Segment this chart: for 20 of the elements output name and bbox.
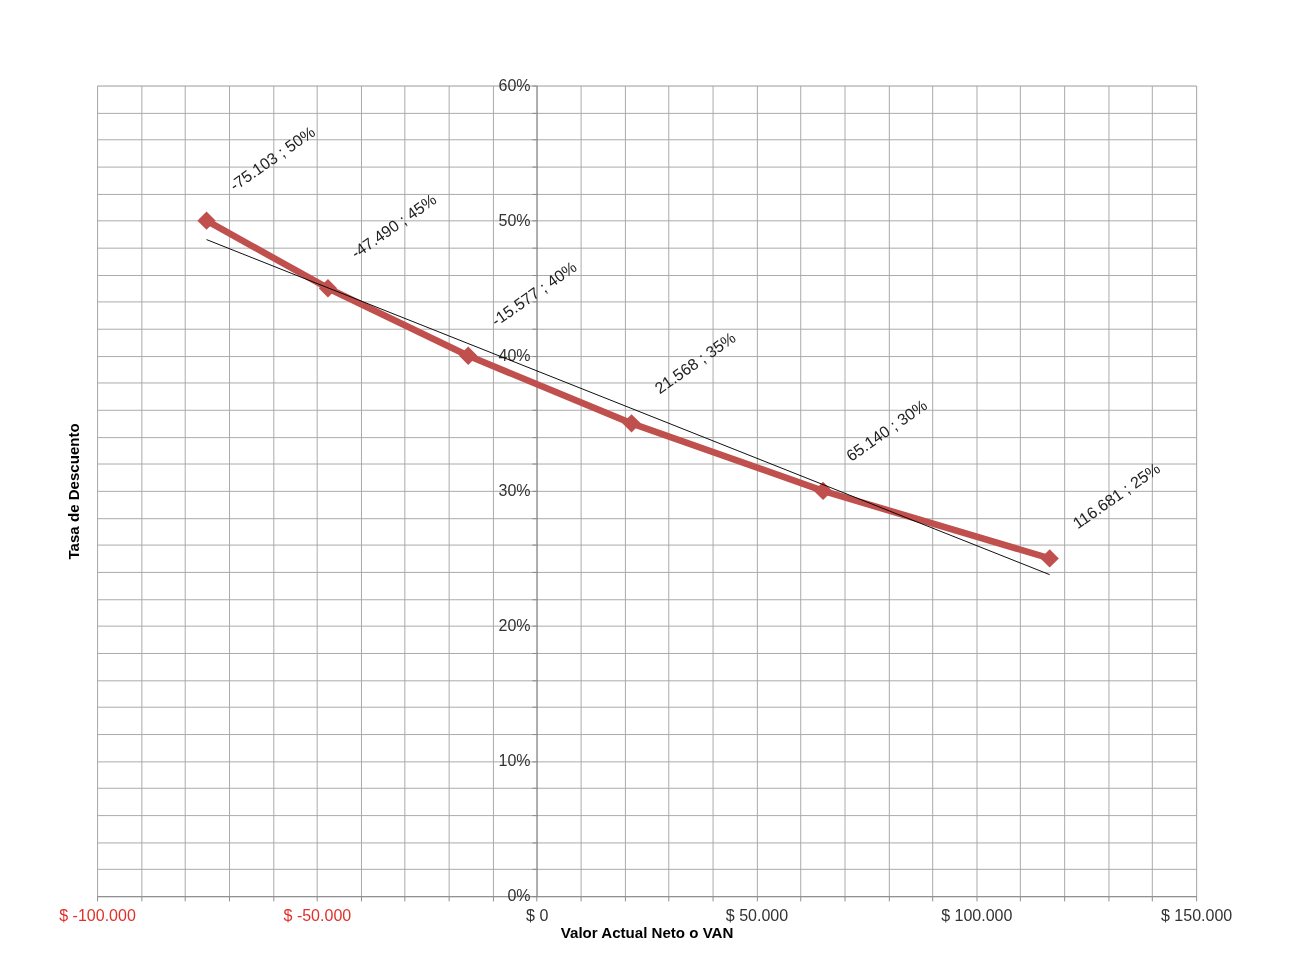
- y-tick-label: 60%: [498, 75, 531, 94]
- y-tick-label: 0%: [507, 886, 531, 905]
- y-axis-title: Tasa de Descuento: [64, 423, 82, 560]
- point: [813, 481, 833, 501]
- point: [459, 346, 478, 365]
- x-tick-label: $ 50.000: [725, 906, 789, 925]
- y-tick-label: 20%: [498, 616, 531, 635]
- point: [1040, 549, 1059, 568]
- x-tick-label: $ -100.000: [59, 906, 136, 925]
- x-tick-label: $ 100.000: [941, 906, 1013, 925]
- y-tick-label: 10%: [498, 751, 531, 770]
- x-axis-title: Valor Actual Neto o VAN: [560, 924, 734, 942]
- x-tick-label: $ -50.000: [283, 906, 352, 925]
- point: [197, 211, 216, 230]
- point: [622, 414, 641, 433]
- y-tick-label: 40%: [498, 345, 531, 364]
- y-tick-label: 30%: [498, 481, 531, 500]
- x-tick-label: $ 0: [526, 906, 549, 925]
- y-tick-label: 50%: [498, 210, 531, 229]
- x-tick-label: $ 150.000: [1160, 906, 1233, 925]
